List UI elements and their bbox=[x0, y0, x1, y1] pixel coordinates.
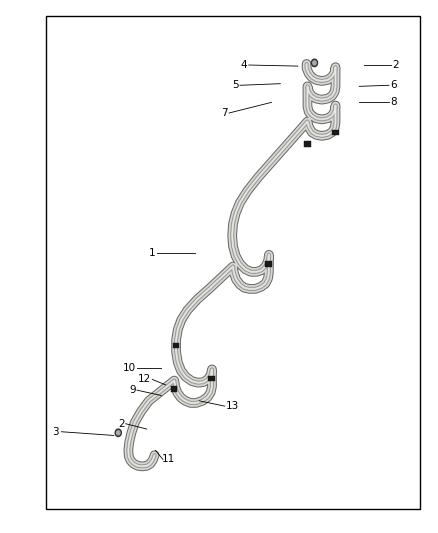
Bar bbox=[332, 130, 339, 135]
Text: 6: 6 bbox=[390, 80, 396, 90]
Circle shape bbox=[313, 61, 316, 65]
Text: 10: 10 bbox=[123, 363, 136, 373]
Text: 2: 2 bbox=[392, 60, 399, 70]
Text: 7: 7 bbox=[221, 108, 228, 118]
Text: 1: 1 bbox=[149, 248, 155, 258]
Text: 2: 2 bbox=[118, 419, 125, 429]
Text: 3: 3 bbox=[53, 427, 59, 437]
Bar bbox=[171, 386, 177, 392]
Text: 4: 4 bbox=[241, 60, 247, 70]
Text: 11: 11 bbox=[162, 455, 175, 464]
Circle shape bbox=[115, 429, 121, 437]
Bar bbox=[265, 261, 272, 266]
Text: 5: 5 bbox=[232, 80, 239, 90]
Bar bbox=[208, 376, 215, 381]
Text: 12: 12 bbox=[138, 375, 151, 384]
Circle shape bbox=[311, 59, 318, 67]
Text: 9: 9 bbox=[129, 385, 136, 395]
Text: 8: 8 bbox=[390, 98, 396, 107]
Bar bbox=[46, 16, 420, 509]
Circle shape bbox=[117, 431, 120, 435]
Bar bbox=[173, 343, 179, 348]
Bar bbox=[304, 141, 311, 147]
Text: 13: 13 bbox=[226, 401, 239, 411]
